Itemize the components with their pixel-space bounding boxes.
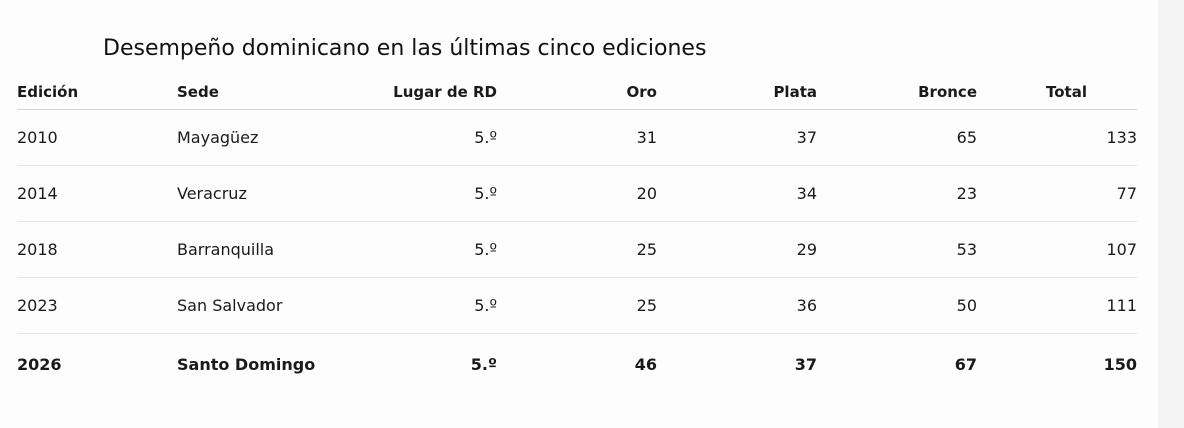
cell-total: 107 bbox=[1106, 240, 1137, 259]
column-header-oro: Oro bbox=[626, 83, 657, 101]
cell-oro: 25 bbox=[636, 296, 657, 315]
cell-bronce: 67 bbox=[954, 355, 977, 374]
cell-oro: 46 bbox=[634, 355, 657, 374]
column-header-edicion: Edición bbox=[17, 83, 79, 101]
cell-edicion: 2010 bbox=[17, 128, 58, 147]
table-row: 2018 Barranquilla 5.º 25 29 53 107 bbox=[17, 222, 1137, 278]
cell-total: 150 bbox=[1103, 355, 1137, 374]
table-row: 2014 Veracruz 5.º 20 34 23 77 bbox=[17, 166, 1137, 222]
table-header-row: Edición Sede Lugar de RD Oro Plata Bronc… bbox=[17, 72, 1137, 110]
cell-plata: 37 bbox=[794, 355, 817, 374]
cell-edicion: 2018 bbox=[17, 240, 58, 259]
cell-bronce: 65 bbox=[956, 128, 977, 147]
column-header-total: Total bbox=[1046, 83, 1087, 101]
cell-lugar: 5.º bbox=[470, 355, 497, 374]
cell-oro: 25 bbox=[636, 240, 657, 259]
cell-total: 133 bbox=[1106, 128, 1137, 147]
column-header-sede: Sede bbox=[177, 83, 219, 101]
column-header-bronce: Bronce bbox=[918, 83, 977, 101]
cell-sede: San Salvador bbox=[177, 296, 283, 315]
cell-oro: 20 bbox=[636, 184, 657, 203]
cell-edicion: 2026 bbox=[17, 355, 62, 374]
cell-plata: 36 bbox=[796, 296, 817, 315]
cell-bronce: 53 bbox=[956, 240, 977, 259]
table-row: 2010 Mayagüez 5.º 31 37 65 133 bbox=[17, 110, 1137, 166]
column-header-lugar: Lugar de RD bbox=[393, 83, 497, 101]
cell-sede: Veracruz bbox=[177, 184, 247, 203]
cell-bronce: 23 bbox=[956, 184, 977, 203]
table-caption: Desempeño dominicano en las últimas cinc… bbox=[103, 36, 707, 61]
cell-sede: Santo Domingo bbox=[177, 355, 316, 374]
cell-total: 77 bbox=[1116, 184, 1137, 203]
cell-oro: 31 bbox=[636, 128, 657, 147]
cell-lugar: 5.º bbox=[474, 296, 497, 315]
cell-plata: 37 bbox=[796, 128, 817, 147]
right-gutter bbox=[1158, 0, 1184, 428]
cell-lugar: 5.º bbox=[474, 240, 497, 259]
cell-plata: 34 bbox=[796, 184, 817, 203]
cell-sede: Barranquilla bbox=[177, 240, 275, 259]
table-row-highlight: 2026 Santo Domingo 5.º 46 37 67 150 bbox=[17, 334, 1137, 414]
cell-lugar: 5.º bbox=[474, 184, 497, 203]
medal-table: Edición Sede Lugar de RD Oro Plata Bronc… bbox=[17, 72, 1137, 414]
cell-lugar: 5.º bbox=[474, 128, 497, 147]
cell-edicion: 2014 bbox=[17, 184, 58, 203]
table-row: 2023 San Salvador 5.º 25 36 50 111 bbox=[17, 278, 1137, 334]
cell-sede: Mayagüez bbox=[177, 128, 259, 147]
cell-bronce: 50 bbox=[956, 296, 977, 315]
cell-total: 111 bbox=[1106, 296, 1137, 315]
cell-plata: 29 bbox=[796, 240, 817, 259]
cell-edicion: 2023 bbox=[17, 296, 58, 315]
column-header-plata: Plata bbox=[773, 83, 817, 101]
